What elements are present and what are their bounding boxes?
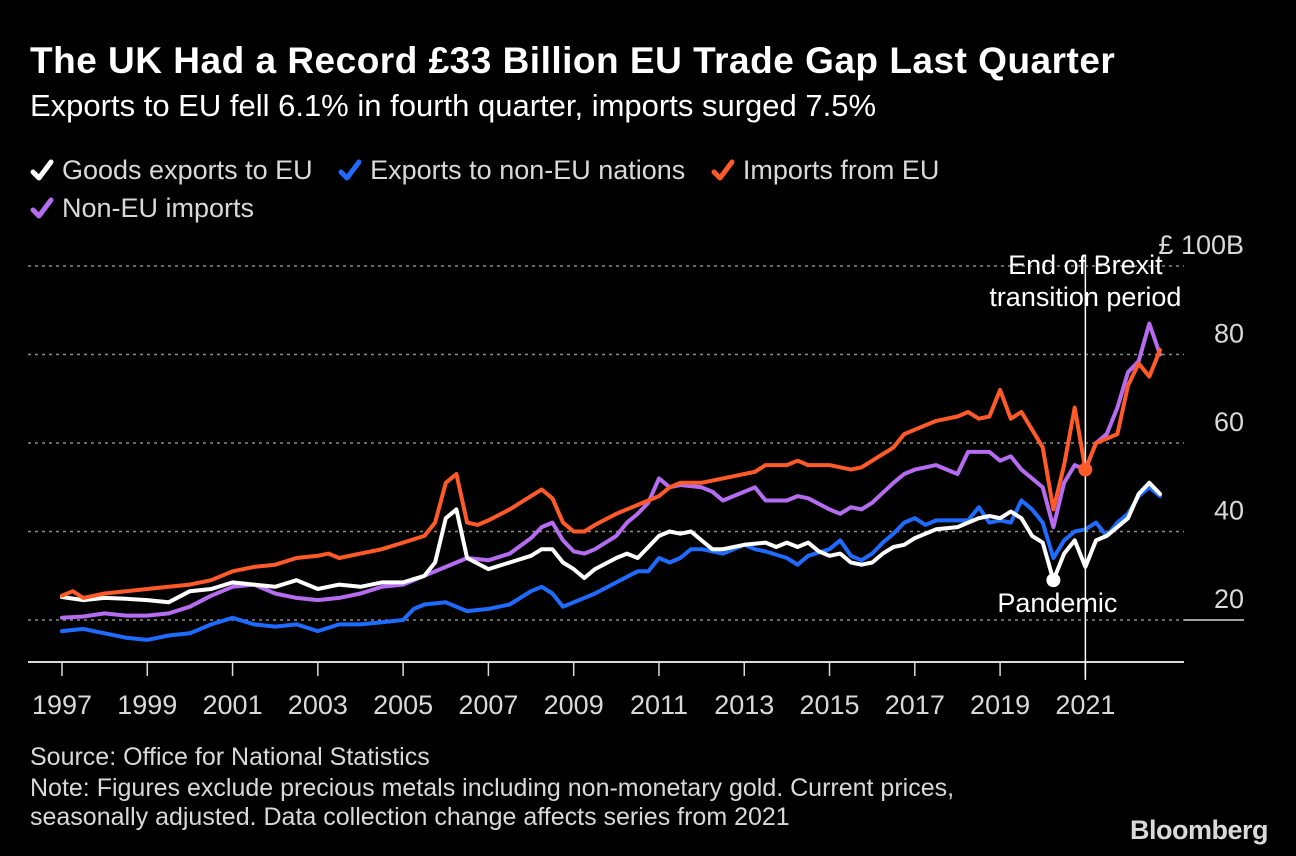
x-tick-label: 2013 <box>714 690 774 720</box>
footnote: Note: Figures exclude precious metals in… <box>30 774 955 831</box>
series-line-non_eu_imports <box>60 321 1162 620</box>
y-tick-label: 20 <box>1214 584 1244 614</box>
source-note: Source: Office for National Statistics <box>30 743 430 771</box>
x-tick-label: 2019 <box>970 690 1030 720</box>
brexit-marker-dot <box>1078 462 1093 477</box>
y-tick-label: 40 <box>1214 496 1244 526</box>
legend-label: Non-EU imports <box>62 192 255 223</box>
legend: Goods exports to EU Exports to non-EU na… <box>30 150 1270 226</box>
brexit-annotation-text: transition period <box>989 282 1181 312</box>
x-tick-label: 2009 <box>544 690 604 720</box>
legend-item-non-eu-imports: Non-EU imports <box>30 188 254 226</box>
x-tick-label: 2007 <box>458 690 518 720</box>
x-tick-label: 1999 <box>117 690 177 720</box>
y-tick-label: 60 <box>1214 407 1244 437</box>
legend-label: Imports from EU <box>742 154 940 185</box>
series-line-exports_non_eu <box>60 485 1162 642</box>
x-tick-label: 2003 <box>288 690 348 720</box>
series-line-imports_eu <box>60 348 1162 600</box>
y-tick-label: £ 100B <box>1158 230 1244 260</box>
pandemic-annotation-text: Pandemic <box>997 588 1117 618</box>
series-line-goods_exports_eu <box>60 480 1162 605</box>
legend-check-icon <box>30 197 54 219</box>
legend-label: Goods exports to EU <box>62 154 313 185</box>
y-tick-label: 80 <box>1214 319 1244 349</box>
x-tick-label: 2015 <box>799 690 859 720</box>
x-tick-label: 2011 <box>630 690 688 720</box>
x-tick-label: 1997 <box>32 690 92 720</box>
x-tick-label: 2005 <box>373 690 433 720</box>
legend-item-exports-non-eu: Exports to non-EU nations <box>338 150 685 188</box>
x-tick-label: 2021 <box>1055 690 1115 720</box>
legend-check-icon <box>30 159 54 181</box>
x-tick-label: 2001 <box>203 690 263 720</box>
legend-label: Exports to non-EU nations <box>370 154 686 185</box>
legend-item-goods-exports-eu: Goods exports to EU <box>30 150 313 188</box>
bloomberg-logo: Bloomberg <box>1129 815 1269 845</box>
chart-title: The UK Had a Record £33 Billion EU Trade… <box>30 40 1116 81</box>
chart-subtitle: Exports to EU fell 6.1% in fourth quarte… <box>30 88 877 123</box>
brexit-annotation-text: End of Brexit <box>1008 250 1163 280</box>
legend-check-icon <box>338 159 362 181</box>
x-tick-label: 2017 <box>885 690 945 720</box>
pandemic-marker-dot <box>1046 573 1061 588</box>
legend-check-icon <box>711 159 735 181</box>
legend-item-imports-eu: Imports from EU <box>711 150 940 188</box>
